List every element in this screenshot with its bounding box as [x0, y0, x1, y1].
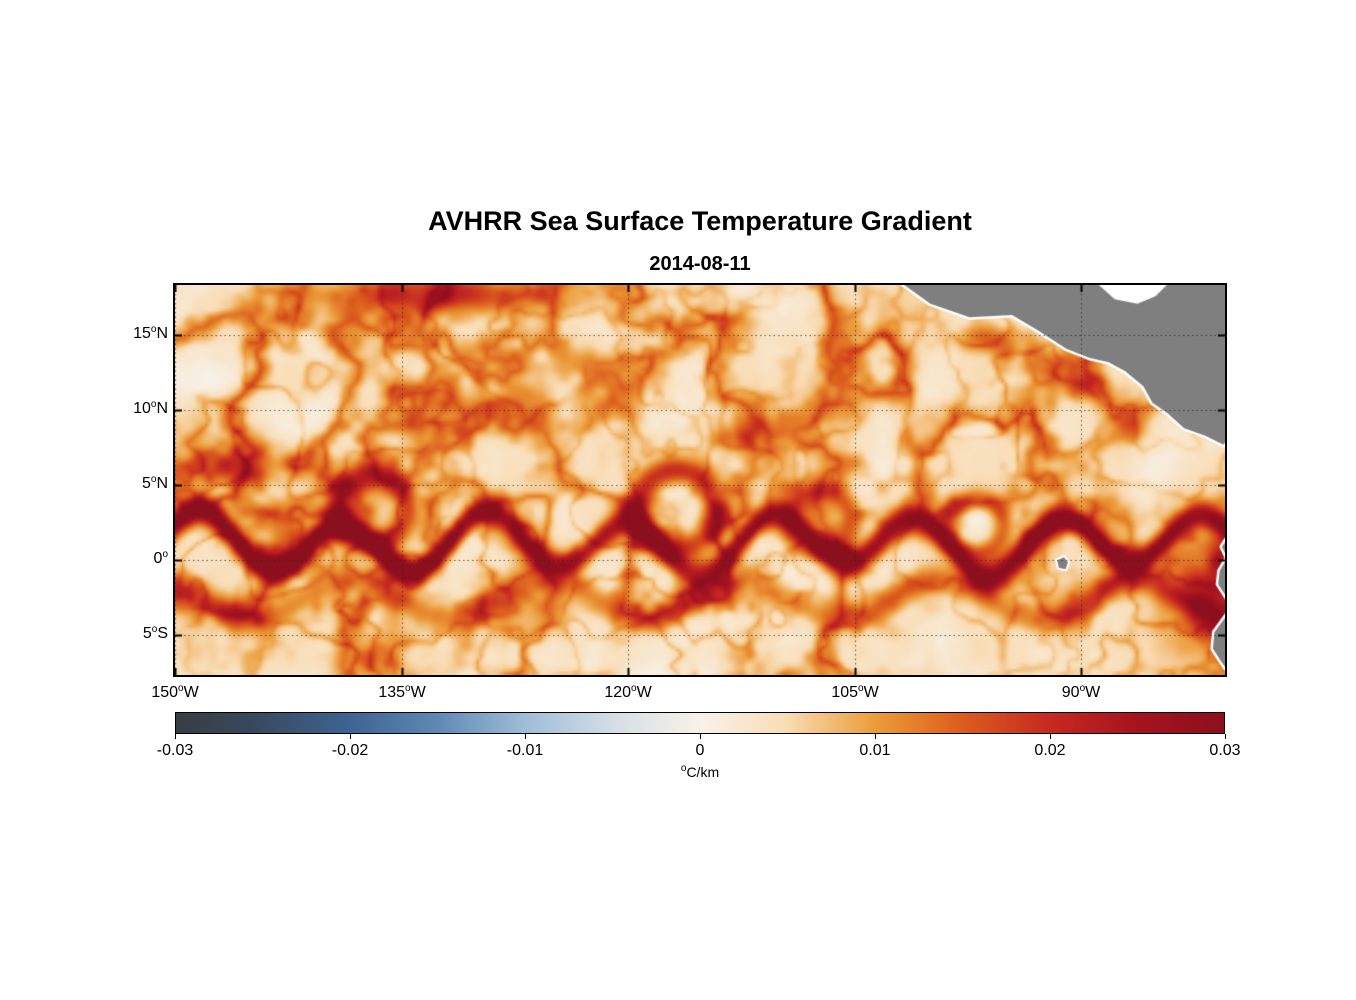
tick-value: 150: [151, 684, 179, 701]
colorbar-tickmark: [350, 734, 351, 739]
colorbar-tick-label: -0.01: [506, 742, 544, 759]
x-tick-label-120w: 120oW: [604, 683, 652, 702]
degree-superscript: o: [178, 683, 184, 694]
degree-superscript: o: [150, 474, 157, 485]
tick-suffix: N: [156, 400, 168, 417]
colorbar-tickmark: [175, 734, 176, 739]
x-tick-label-105w: 105oW: [831, 683, 879, 702]
tick-value: 15: [133, 325, 151, 342]
y-tick-label-15n: 15oN: [60, 324, 168, 343]
y-tick-label-5s: 5oS: [60, 624, 168, 643]
tick-value: 5: [141, 475, 151, 492]
x-tick-label-90w: 90oW: [1061, 683, 1101, 702]
tick-suffix: W: [183, 684, 199, 701]
tick-value: 105: [831, 684, 859, 701]
tick-suffix: W: [863, 684, 879, 701]
y-tick-label-0: 0o: [60, 549, 168, 568]
tick-suffix: W: [410, 684, 426, 701]
tick-suffix: W: [636, 684, 652, 701]
colorbar-tick-label: -0.03: [156, 742, 194, 759]
tick-suffix: N: [156, 325, 168, 342]
colorbar-tickmark: [1050, 734, 1051, 739]
tick-suffix: S: [157, 625, 168, 642]
colorbar-tick-label: 0.02: [1034, 742, 1066, 759]
chart-title: AVHRR Sea Surface Temperature Gradient: [428, 206, 972, 236]
colorbar-tickmark: [700, 734, 701, 739]
unit-text: C/km: [686, 764, 720, 780]
degree-superscript: o: [150, 324, 157, 335]
degree-superscript: o: [631, 683, 637, 694]
degree-superscript: o: [680, 763, 687, 774]
tick-value: 0: [153, 550, 163, 567]
tick-suffix: W: [1085, 684, 1101, 701]
colorbar-tick-label: 0.03: [1209, 742, 1241, 759]
colorbar-tickmark: [1225, 734, 1226, 739]
tick-value: 10: [133, 400, 151, 417]
x-tick-label-135w: 135oW: [378, 683, 426, 702]
tick-value: 5: [142, 625, 152, 642]
colorbar-tickmark: [525, 734, 526, 739]
tick-value: 135: [378, 684, 406, 701]
colorbar-tick-label: 0.01: [859, 742, 891, 759]
y-tick-label-10n: 10oN: [60, 399, 168, 418]
colorbar: [175, 712, 1225, 734]
colorbar-tick-label: -0.02: [331, 742, 369, 759]
degree-superscript: o: [162, 549, 168, 560]
degree-superscript: o: [405, 683, 411, 694]
x-tick-label-150w: 150oW: [151, 683, 199, 702]
colorbar-unit-label: oC/km: [175, 763, 1225, 780]
tick-suffix: N: [156, 475, 168, 492]
chart-subtitle: 2014-08-11: [649, 253, 751, 275]
colorbar-tick-label: 0: [695, 742, 705, 759]
tick-value: 120: [604, 684, 632, 701]
degree-superscript: o: [150, 399, 157, 410]
degree-superscript: o: [858, 683, 864, 694]
y-tick-label-5n: 5oN: [60, 474, 168, 493]
tick-value: 90: [1061, 684, 1080, 701]
degree-superscript: o: [1079, 683, 1086, 694]
degree-superscript: o: [151, 624, 158, 635]
colorbar-tickmark: [875, 734, 876, 739]
sst-gradient-map: [175, 285, 1225, 675]
